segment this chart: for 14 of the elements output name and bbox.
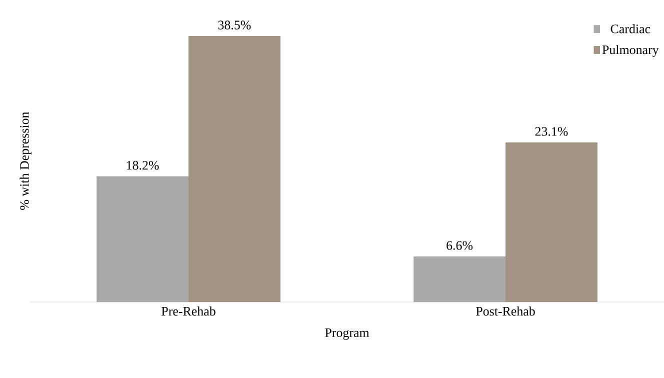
legend-label: Cardiac (610, 24, 650, 34)
bar (506, 142, 598, 302)
data-label: 18.2% (126, 160, 159, 170)
legend-label: Pulmonary (602, 45, 659, 57)
y-axis-title: % with Depression (20, 112, 32, 210)
data-label: 23.1% (535, 127, 568, 136)
data-label: 38.5% (218, 20, 251, 30)
bar (96, 176, 188, 302)
x-tick-label: Pre-Rehab (162, 306, 216, 316)
bar (188, 36, 280, 302)
x-axis-title: Program (325, 328, 370, 340)
data-label: 6.6% (446, 241, 473, 250)
bar (414, 256, 506, 302)
x-tick-label: Post-Rehab (476, 306, 535, 316)
